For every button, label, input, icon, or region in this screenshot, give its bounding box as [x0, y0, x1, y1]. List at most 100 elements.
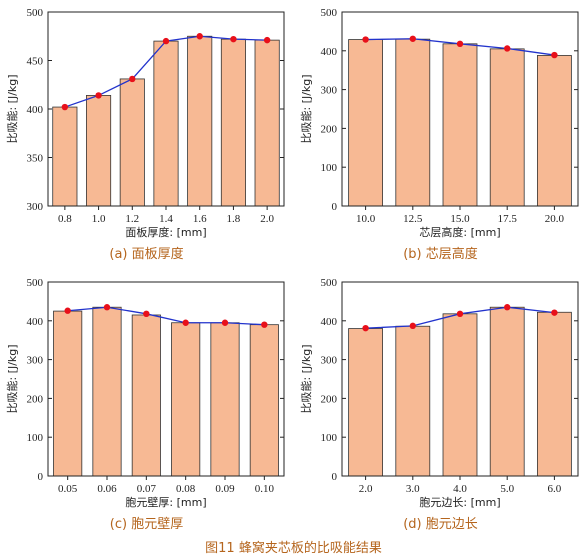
y-tick-label: 0: [332, 201, 338, 213]
x-tick-label: 1.4: [159, 213, 173, 225]
bar: [537, 311, 572, 477]
bar: [254, 39, 280, 207]
plot-frame: [47, 281, 285, 477]
bar: [348, 328, 383, 477]
x-tick-label: 6.0: [548, 483, 562, 495]
figure-title: 图11 蜂窝夹芯板的比吸能结果: [205, 541, 382, 556]
x-tick-label: 2.0: [260, 213, 274, 225]
data-point: [103, 304, 111, 311]
y-tick-label: 100: [321, 162, 338, 174]
bar: [395, 38, 431, 207]
bar: [489, 306, 525, 477]
data-point: [221, 319, 229, 326]
y-tick-label: 500: [321, 277, 338, 289]
data-point: [551, 51, 558, 59]
x-tick-label: 17.5: [498, 213, 518, 225]
bar: [489, 48, 525, 207]
series-line: [67, 306, 265, 326]
data-point: [61, 103, 69, 111]
data-point: [456, 310, 464, 318]
bar: [153, 40, 179, 207]
data-point: [409, 322, 416, 330]
bar: [395, 325, 431, 477]
x-tick-label: 0.8: [58, 213, 72, 225]
y-tick-label: 0: [332, 471, 338, 483]
x-tick-label: 1.2: [125, 213, 139, 225]
bar: [131, 314, 161, 477]
y-tick-label: 100: [27, 432, 44, 444]
bar: [86, 95, 112, 207]
y-axis-label: 比吸能: [J/kg]: [5, 344, 19, 413]
data-point: [362, 324, 369, 332]
y-axis-label: 比吸能: [J/kg]: [299, 344, 313, 413]
y-tick-label: 0: [38, 471, 44, 483]
x-tick-label: 15.0: [450, 213, 470, 225]
bar: [220, 38, 246, 207]
chart-caption-a: (a) 面板厚度: [109, 247, 184, 262]
x-tick-label: 0.09: [215, 483, 235, 495]
x-tick-label: 3.0: [406, 483, 420, 495]
x-tick-label: 12.5: [403, 213, 423, 225]
chart-panel-c: 0 100 200 300 400 500 0.05 0.06 0.07 0.08 0.09 0.10…: [0, 270, 293, 532]
chart-panel-a: 300 350 400 450 500 0.8 1.0 1.2 1.4 1.6 1.8 2.0 面板厚度…: [0, 0, 293, 262]
chart-svg-a: 300 350 400 450 500 0.8 1.0 1.2 1.4 1.6 1.8 2.0 面板厚度…: [5, 7, 285, 239]
chart-svg-b: 0 100 200 300 400 500 10.0 12.5 15.0 17.5 20.0 芯层高度…: [299, 7, 579, 239]
x-tick-label: 2.0: [359, 483, 373, 495]
y-tick-label: 400: [27, 316, 44, 328]
bar: [210, 322, 240, 477]
bar: [537, 55, 572, 207]
x-tick-label: 10.0: [356, 213, 376, 225]
x-tick-label: 1.0: [92, 213, 106, 225]
y-tick-label: 200: [321, 123, 338, 135]
x-tick-label: 1.8: [227, 213, 241, 225]
data-point: [362, 36, 369, 43]
x-tick-label: 0.10: [255, 483, 275, 495]
chart-svg-c: 0 100 200 300 400 500 0.05 0.06 0.07 0.08 0.09 0.10…: [5, 277, 285, 509]
data-point: [182, 319, 189, 326]
data-point: [409, 35, 416, 42]
chart-caption-c: (c) 胞元壁厚: [109, 517, 184, 532]
y-tick-label: 200: [321, 393, 338, 405]
data-point: [162, 37, 170, 45]
x-tick-label: 0.08: [176, 483, 196, 495]
y-tick-label: 300: [321, 85, 338, 97]
data-point: [261, 321, 268, 328]
y-tick-label: 500: [27, 277, 44, 289]
chart-panel-d: 0 100 200 300 400 500 2.0 3.0 4.0 5.0 6.0 胞元边长: [mm…: [294, 270, 587, 532]
y-tick-label: 400: [321, 316, 338, 328]
y-tick-label: 300: [321, 355, 338, 367]
bar: [249, 324, 279, 477]
data-point: [504, 45, 511, 52]
bar: [348, 39, 383, 207]
y-tick-label: 200: [27, 393, 44, 405]
bar: [92, 306, 122, 477]
data-point: [129, 75, 136, 83]
y-axis-label: 比吸能: [J/kg]: [299, 74, 313, 143]
y-tick-label: 350: [27, 153, 44, 165]
x-axis-label: 面板厚度: [mm]: [125, 225, 206, 239]
x-tick-label: 0.05: [58, 483, 78, 495]
chart-svg-d: 0 100 200 300 400 500 2.0 3.0 4.0 5.0 6.0 胞元边长: [mm…: [299, 277, 579, 509]
chart-panel-b: 0 100 200 300 400 500 10.0 12.5 15.0 17.5 20.0 芯层高度…: [294, 0, 587, 262]
x-tick-label: 20.0: [545, 213, 565, 225]
x-axis-label: 芯层高度: [mm]: [419, 225, 500, 239]
data-point: [504, 304, 511, 311]
x-tick-label: 4.0: [453, 483, 467, 495]
y-tick-label: 300: [27, 201, 44, 213]
bar: [187, 35, 213, 207]
y-tick-label: 400: [27, 104, 44, 116]
data-point: [456, 40, 464, 48]
chart-caption-b: (b) 芯层高度: [403, 247, 478, 262]
bar: [52, 106, 78, 207]
y-tick-label: 500: [321, 7, 338, 19]
data-point: [196, 33, 203, 40]
data-point: [551, 309, 558, 316]
data-point: [64, 307, 71, 314]
data-point: [95, 92, 102, 99]
y-tick-label: 400: [321, 46, 338, 58]
x-axis-label: 胞元边长: [mm]: [419, 496, 500, 509]
x-tick-label: 0.07: [137, 483, 157, 495]
x-tick-label: 1.6: [193, 213, 207, 225]
x-tick-label: 5.0: [500, 483, 514, 495]
y-axis-label: 比吸能: [J/kg]: [5, 74, 19, 143]
